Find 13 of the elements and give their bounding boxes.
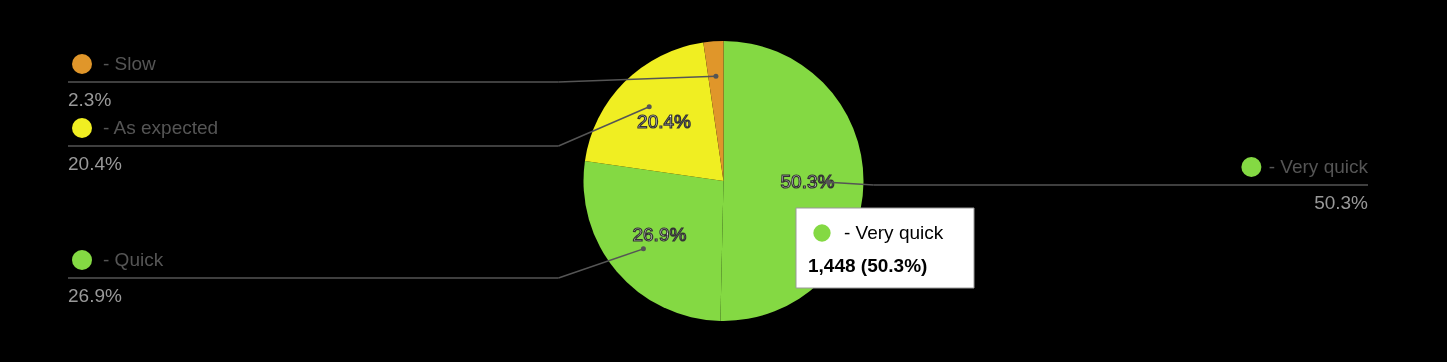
legend-label: - Slow [103,53,157,74]
data-label: 50.3% [780,170,835,192]
data-label: 2.3% [68,89,112,110]
text: 1,448 (50.3%) [808,255,928,276]
legend-label: - As expected [103,117,219,138]
data-label: 26.9% [632,224,687,246]
text: 50.3% [1314,192,1368,213]
legend-label: - Quick [103,248,164,270]
text: 26.9% [68,284,122,306]
legend-label: - Very quick [844,222,944,243]
category-label: - Very quick [1268,156,1368,177]
text: 20.4% [68,153,122,174]
data-label: 20.4% [637,110,692,132]
